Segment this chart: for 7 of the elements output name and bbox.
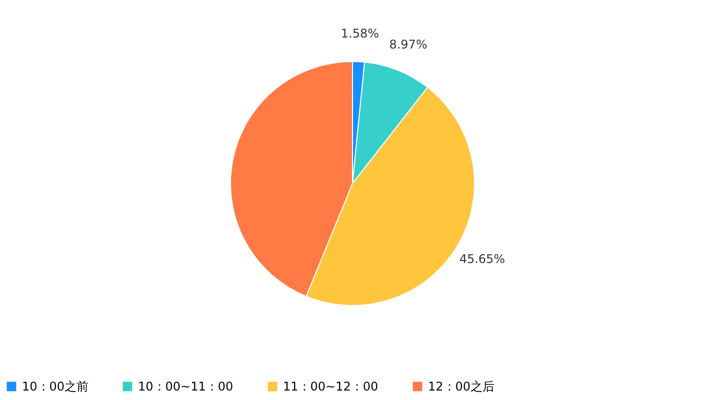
legend-label: 11：00~12：00 (283, 380, 378, 394)
data-label: 1.58% (340, 26, 380, 41)
legend-label: 10：00~11：00 (138, 380, 234, 394)
legend-label: 12：00之后 (428, 380, 495, 394)
data-label: 8.97% (389, 37, 428, 52)
legend-label: 10：00之前 (22, 380, 89, 394)
data-label: 45.65% (459, 252, 506, 266)
